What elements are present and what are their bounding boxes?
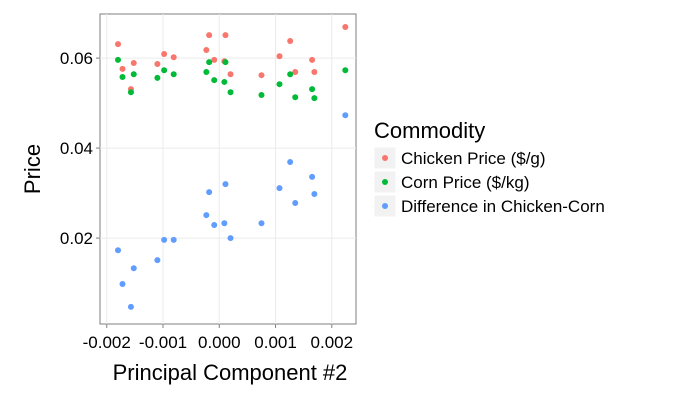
y-tick-label: 0.04 [60, 139, 93, 158]
x-tick-label: 0.001 [254, 333, 297, 352]
data-point [170, 54, 177, 61]
data-point [154, 257, 161, 264]
data-point [206, 189, 213, 196]
data-point [309, 56, 316, 63]
data-point [342, 112, 349, 119]
y-tick-label: 0.02 [60, 229, 93, 248]
data-point [115, 56, 122, 63]
data-point [222, 181, 229, 188]
data-point [211, 77, 218, 84]
legend-marker [382, 203, 388, 209]
data-point [154, 74, 161, 81]
data-point [311, 69, 318, 76]
data-point [311, 190, 318, 197]
data-point [292, 69, 299, 76]
data-point [287, 71, 294, 78]
legend-marker [382, 179, 388, 185]
data-point [227, 235, 234, 242]
data-point [342, 24, 349, 31]
data-point [161, 67, 168, 74]
data-point [115, 247, 122, 254]
data-point [311, 95, 318, 102]
data-point [309, 173, 316, 180]
data-point [258, 72, 265, 79]
data-point [221, 78, 228, 85]
data-point [170, 71, 177, 78]
plot-panel [99, 13, 357, 325]
data-point [115, 41, 122, 48]
data-point [276, 53, 283, 60]
data-point [227, 71, 234, 78]
data-point [287, 37, 294, 44]
data-point [154, 60, 161, 67]
legend-label: Chicken Price ($/g) [401, 149, 546, 168]
y-tick-label: 0.06 [60, 49, 93, 68]
data-point [127, 89, 134, 96]
data-point [309, 86, 316, 93]
data-point [119, 73, 126, 80]
data-point [161, 236, 168, 243]
data-point [276, 185, 283, 192]
data-point [258, 91, 265, 98]
x-tick-label: 0.002 [311, 333, 354, 352]
data-point [287, 159, 294, 166]
data-point [203, 46, 210, 53]
data-point [127, 303, 134, 310]
data-point [130, 71, 137, 78]
data-point [130, 60, 137, 67]
data-point [292, 94, 299, 101]
legend-label: Corn Price ($/kg) [401, 173, 529, 192]
data-point [119, 280, 126, 287]
x-axis-label: Principal Component #2 [113, 360, 348, 385]
x-tick-label: -0.002 [83, 333, 131, 352]
data-point [130, 265, 137, 272]
data-point [211, 222, 218, 229]
legend-title: Commodity [374, 118, 485, 143]
data-point [342, 67, 349, 74]
data-point [227, 89, 234, 96]
data-point [276, 81, 283, 88]
data-point [119, 65, 126, 72]
data-point [203, 69, 210, 76]
data-point [292, 199, 299, 206]
data-point [258, 220, 265, 227]
data-point [206, 32, 213, 39]
y-axis-label: Price [20, 144, 45, 194]
data-point [206, 59, 213, 66]
data-point [222, 32, 229, 39]
x-tick-label: -0.001 [139, 333, 187, 352]
data-point [222, 59, 229, 66]
legend-marker [382, 155, 388, 161]
legend-label: Difference in Chicken-Corn [401, 197, 605, 216]
data-point [221, 220, 228, 227]
data-point [203, 212, 210, 219]
data-point [170, 236, 177, 243]
x-tick-label: 0.000 [198, 333, 241, 352]
data-point [211, 56, 218, 63]
data-point [161, 51, 168, 58]
